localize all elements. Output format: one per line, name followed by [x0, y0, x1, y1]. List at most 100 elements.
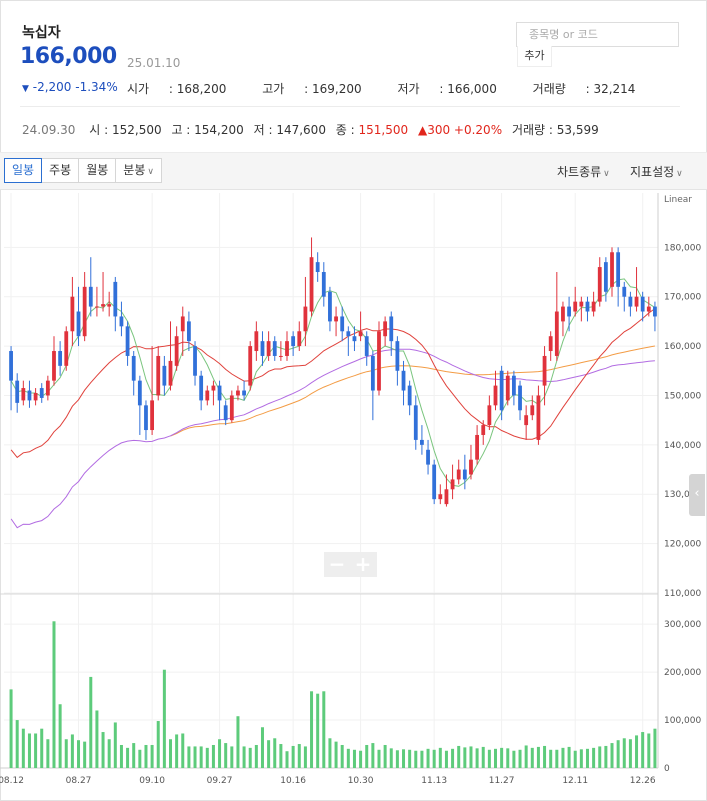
candle-up — [211, 380, 216, 406]
candle-body — [383, 321, 388, 337]
candle-down — [15, 373, 20, 413]
volume-bar — [224, 743, 228, 768]
y-tick-label: 150,000 — [664, 391, 701, 401]
side-panel-handle[interactable]: ‹ — [689, 474, 705, 516]
volume-bar — [402, 749, 406, 768]
candle-body — [481, 425, 486, 435]
candle-body — [585, 301, 590, 312]
volume-bar — [34, 733, 38, 768]
volume-bar — [334, 741, 338, 768]
candle-body — [242, 390, 246, 396]
candle-up — [174, 326, 179, 371]
stock-name: 녹십자 — [22, 25, 61, 41]
stat-volume: 거래량 : 32,214 — [532, 82, 636, 96]
candle-body — [450, 479, 455, 490]
candle-down — [340, 306, 345, 342]
candle-body — [211, 385, 216, 391]
candle-up — [450, 464, 455, 500]
volume-bar — [506, 748, 510, 768]
candle-body — [561, 306, 565, 322]
candle-body — [137, 380, 142, 406]
candle-body — [9, 351, 13, 381]
candle-body — [352, 336, 357, 342]
volume-bar — [371, 743, 375, 768]
volume-bar — [64, 739, 68, 768]
ma20-line — [10, 308, 656, 459]
volume-bar — [641, 732, 645, 768]
candle-body — [266, 341, 271, 356]
tab-daily[interactable]: 일봉 — [4, 158, 43, 183]
volume-bar — [126, 747, 130, 768]
add-button[interactable]: 추가 — [517, 46, 552, 67]
chevron-down-icon: ∨ — [147, 167, 154, 177]
candle-up — [101, 272, 105, 312]
candle-down — [119, 301, 124, 337]
candle-body — [364, 336, 369, 356]
indicator-dropdown[interactable]: 지표설정 ∨ — [630, 165, 683, 179]
volume-bar — [230, 746, 234, 768]
volume-bar — [40, 728, 44, 768]
candle-body — [597, 267, 602, 302]
candle-body — [144, 405, 148, 431]
volume-bar — [481, 746, 485, 768]
candle-down — [272, 336, 277, 361]
candle-body — [193, 346, 197, 376]
candle-up — [33, 388, 38, 406]
candle-down — [223, 400, 228, 426]
scale-label: Linear — [664, 195, 692, 205]
candle-body — [70, 296, 75, 332]
volume-bar — [70, 734, 74, 768]
candle-body — [260, 341, 265, 356]
volume-bar — [162, 669, 166, 768]
volume-bar — [9, 689, 13, 768]
zoom-in-button[interactable]: + — [354, 552, 372, 576]
zoom-out-button[interactable]: − — [328, 552, 346, 576]
candle-body — [272, 341, 277, 356]
chart-type-dropdown[interactable]: 차트종류 ∨ — [557, 165, 610, 179]
candle-body — [542, 355, 547, 386]
volume-bar — [89, 676, 93, 768]
candle-body — [27, 390, 32, 401]
candle-body — [297, 331, 302, 347]
volume-bar — [512, 750, 516, 768]
candle-down — [186, 311, 191, 352]
volume-bar — [438, 747, 442, 768]
candle-up — [524, 405, 529, 440]
x-tick-label: 12.11 — [562, 776, 588, 786]
ma60-line — [10, 348, 655, 529]
stock-search — [516, 22, 679, 47]
tab-minute[interactable]: 분봉 ∨ — [116, 158, 162, 183]
candle-up — [358, 311, 363, 342]
volume-bar — [567, 746, 571, 768]
current-price: 166,000 — [20, 44, 117, 69]
candle-up — [21, 380, 26, 406]
volume-bar — [635, 735, 639, 768]
price-chart[interactable]: Linear 110,000 120,000 130,000 140,000 150,00… — [0, 191, 707, 801]
volume-bar — [138, 749, 142, 768]
candle-body — [518, 385, 522, 411]
volume-bar — [95, 710, 99, 768]
stock-search-input[interactable] — [517, 23, 678, 46]
candle-down — [217, 380, 222, 421]
ma120-line — [170, 345, 655, 437]
candle-up — [236, 385, 240, 401]
tab-monthly[interactable]: 월봉 — [79, 158, 117, 183]
volume-bar — [444, 750, 448, 768]
volume-bar — [408, 749, 412, 768]
volume-bar — [310, 691, 314, 768]
volume-bar — [236, 716, 240, 768]
tab-weekly[interactable]: 주봉 — [42, 158, 80, 183]
candle-body — [462, 469, 467, 480]
candle-down — [346, 326, 351, 356]
volume-bar — [579, 749, 583, 768]
volume-bar — [653, 728, 657, 768]
volume-bar — [346, 748, 350, 768]
volume-tick-label: 200,000 — [664, 668, 701, 678]
candle-body — [536, 395, 541, 440]
candle-down — [640, 291, 645, 322]
price-stats: 시가 : 168,200 고가 : 169,200 저가 : 166,000 거… — [127, 80, 667, 97]
volume-bar — [21, 728, 25, 768]
candle-body — [174, 336, 179, 366]
x-tick-label: 10.30 — [348, 776, 374, 786]
up-triangle-icon: ▲ — [417, 123, 428, 137]
